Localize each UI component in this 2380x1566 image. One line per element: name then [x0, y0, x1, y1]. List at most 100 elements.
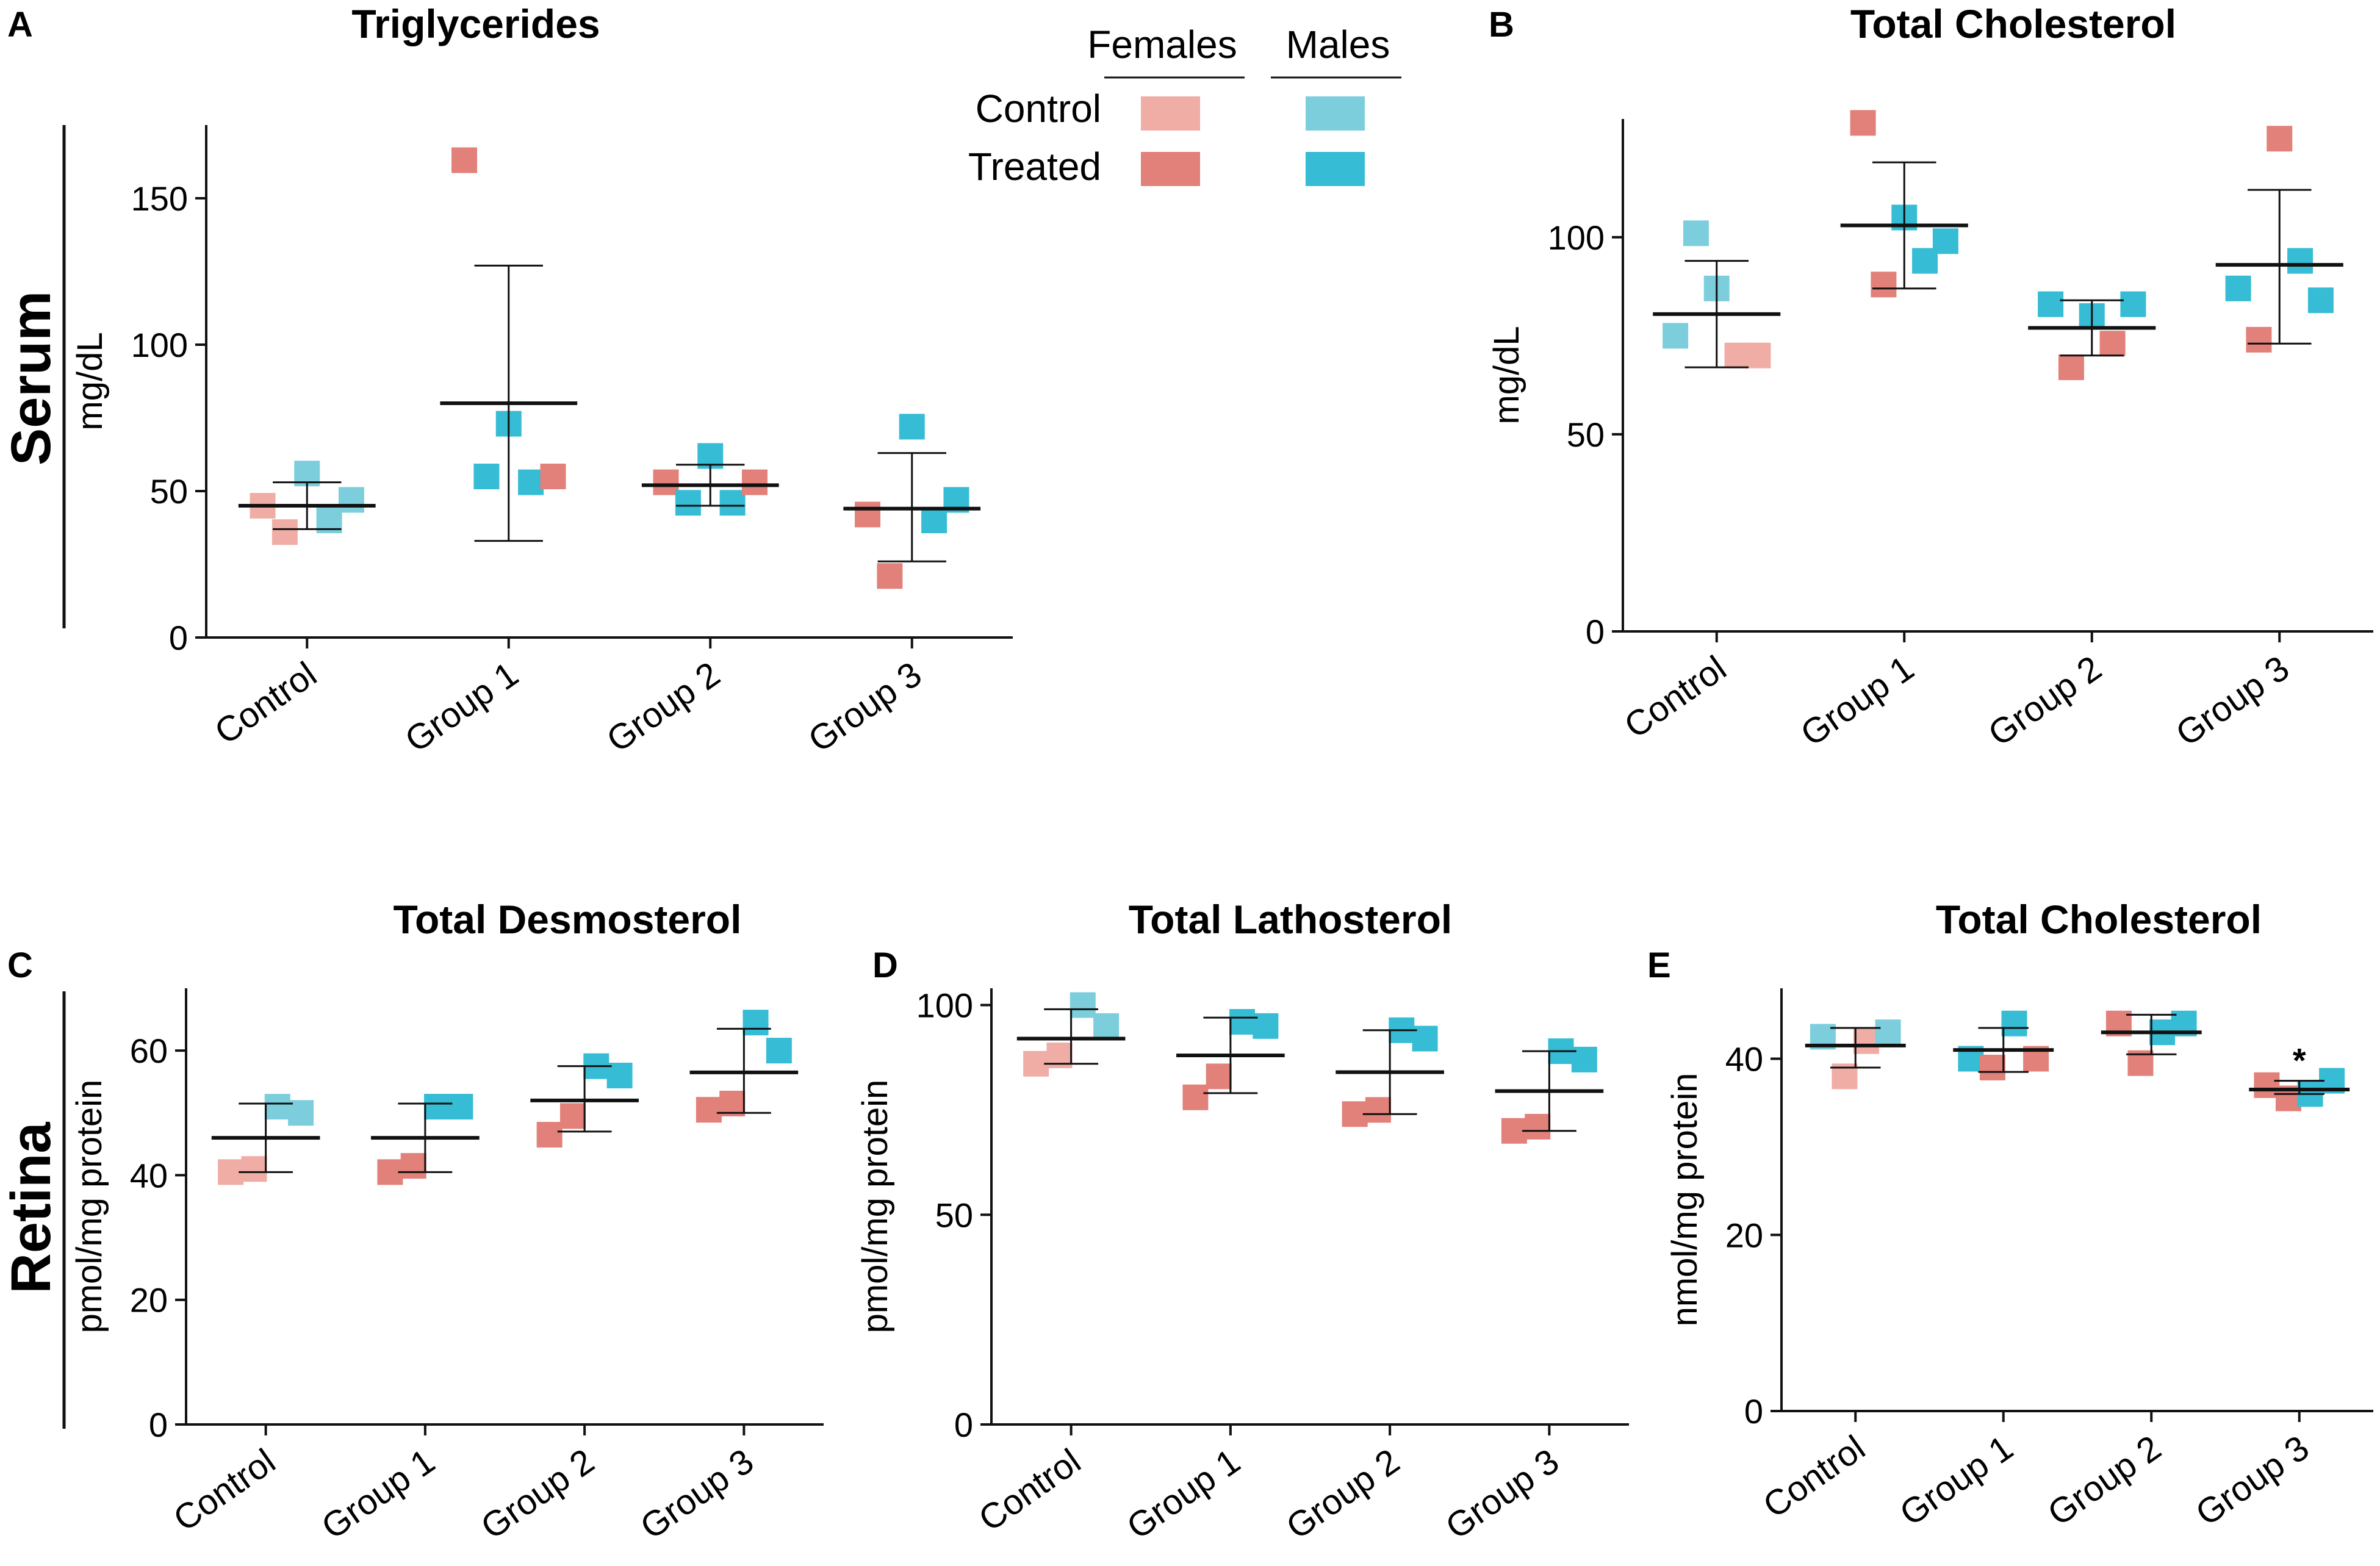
legend-row-control: Control	[976, 87, 1101, 131]
data-point	[1525, 1113, 1551, 1140]
data-point	[518, 469, 544, 495]
chart-title: Total Desmosterol	[394, 897, 742, 942]
x-tick-label: Group 3	[633, 1441, 761, 1546]
data-point	[2267, 126, 2293, 152]
data-point	[1206, 1063, 1232, 1090]
y-tick-label: 50	[1567, 415, 1605, 454]
data-point	[877, 563, 903, 589]
significance-marker: *	[2293, 1041, 2306, 1080]
data-point	[1683, 220, 1709, 246]
x-tick-label: Group 1	[1120, 1441, 1247, 1546]
x-tick-label: Group 1	[1893, 1428, 2020, 1533]
x-tick-label: Group 1	[1794, 648, 1921, 753]
y-tick-label: 0	[149, 1406, 168, 1444]
y-tick-label: 150	[131, 179, 188, 218]
y-axis-label: nmol/mg protein	[1665, 1073, 1705, 1327]
x-tick-label: Group 3	[2169, 648, 2296, 753]
panel-letter: C	[7, 946, 33, 985]
panel-letter: B	[1489, 5, 1514, 45]
data-point	[742, 1010, 769, 1036]
y-tick-label: 50	[935, 1196, 973, 1234]
x-tick-label: Control	[1756, 1428, 1872, 1525]
x-tick-label: Control	[1617, 648, 1733, 745]
data-point	[1182, 1084, 1209, 1110]
data-point	[451, 147, 478, 173]
x-tick-label: Control	[207, 654, 323, 752]
legend-swatch-male-control	[1306, 96, 1365, 131]
panel-letter: E	[1647, 946, 1671, 985]
data-point	[1365, 1097, 1391, 1123]
x-tick-label: Group 2	[600, 654, 727, 760]
panel-b: B Total Cholesterol 0 50 100 mg/dL Control Grou…	[1487, 1, 2373, 754]
x-tick-label: Group 2	[1279, 1441, 1407, 1546]
chart-title: Total Cholesterol	[1850, 1, 2176, 46]
panel-letter: D	[872, 946, 898, 985]
data-point	[264, 1094, 290, 1120]
data-point	[338, 487, 364, 513]
chart-title: Triglycerides	[351, 1, 600, 46]
data-point	[855, 501, 881, 528]
data-point	[1229, 1009, 1256, 1035]
chart-title: Total Lathosterol	[1129, 897, 1452, 942]
x-tick-label: Group 1	[314, 1441, 442, 1546]
x-tick-label: Group 3	[1439, 1441, 1566, 1546]
legend-swatch-female-control	[1141, 96, 1200, 131]
y-tick-label: 0	[1744, 1392, 1763, 1431]
data-point	[473, 464, 500, 489]
panel-letter: A	[7, 5, 33, 45]
y-tick-label: 40	[130, 1156, 168, 1194]
data-point	[2120, 291, 2146, 317]
data-point	[2307, 287, 2334, 314]
row-label-retina: Retina	[0, 1122, 62, 1294]
y-tick-label: 100	[131, 326, 188, 364]
y-tick-label: 50	[150, 472, 188, 511]
data-point	[2001, 1010, 2027, 1036]
legend-swatch-female-treated	[1141, 152, 1200, 186]
legend-header-females: Females	[1087, 23, 1237, 66]
y-tick-label: 20	[130, 1281, 168, 1320]
data-point	[741, 469, 768, 495]
data-point	[1093, 1013, 1120, 1039]
y-tick-label: 60	[130, 1032, 168, 1070]
data-point	[2058, 354, 2084, 381]
data-point	[653, 469, 679, 495]
y-tick-label: 0	[1586, 612, 1605, 651]
data-point	[1850, 110, 1876, 136]
data-point	[1932, 228, 1958, 254]
x-tick-label: Group 3	[2188, 1428, 2316, 1533]
legend: Females Males Control Treated	[968, 23, 1401, 189]
data-point	[1979, 1054, 2005, 1080]
data-point	[1875, 1019, 1901, 1046]
data-point	[400, 1153, 426, 1179]
y-axis-label: mg/dL	[70, 332, 110, 430]
data-point	[1853, 1028, 1880, 1054]
data-point	[899, 414, 925, 440]
panel-a: A Triglycerides 0 50 100 150 mg/dL Control Group…	[7, 1, 1013, 760]
y-axis-label: pmol/mg protein	[855, 1080, 895, 1334]
x-tick-label: Group 2	[474, 1441, 602, 1546]
row-label-serum: Serum	[0, 291, 62, 465]
panel-d: D Total Lathosterol 0 50 100 pmol/mg protein C…	[855, 897, 1629, 1547]
x-tick-label: Group 3	[801, 654, 929, 760]
data-point	[921, 508, 947, 533]
x-tick-label: Control	[972, 1441, 1088, 1539]
x-tick-label: Group 2	[2041, 1428, 2168, 1533]
y-tick-label: 0	[954, 1406, 973, 1444]
data-point	[1663, 323, 1689, 349]
panel-c: C Total Desmosterol 0 20 40 60 pmol/mg protein…	[7, 897, 824, 1547]
y-axis-label: mg/dL	[1487, 326, 1526, 424]
y-tick-label: 0	[169, 619, 188, 657]
data-point	[675, 490, 701, 516]
y-axis-label: pmol/mg protein	[70, 1080, 109, 1334]
data-point	[719, 490, 746, 516]
x-tick-label: Group 1	[398, 654, 525, 760]
data-point	[424, 1094, 450, 1120]
data-point	[559, 1103, 586, 1129]
data-point	[1745, 342, 1771, 368]
y-tick-label: 100	[1548, 218, 1605, 257]
y-tick-label: 20	[1725, 1216, 1763, 1254]
data-point	[2099, 331, 2126, 357]
y-tick-label: 40	[1725, 1040, 1763, 1079]
